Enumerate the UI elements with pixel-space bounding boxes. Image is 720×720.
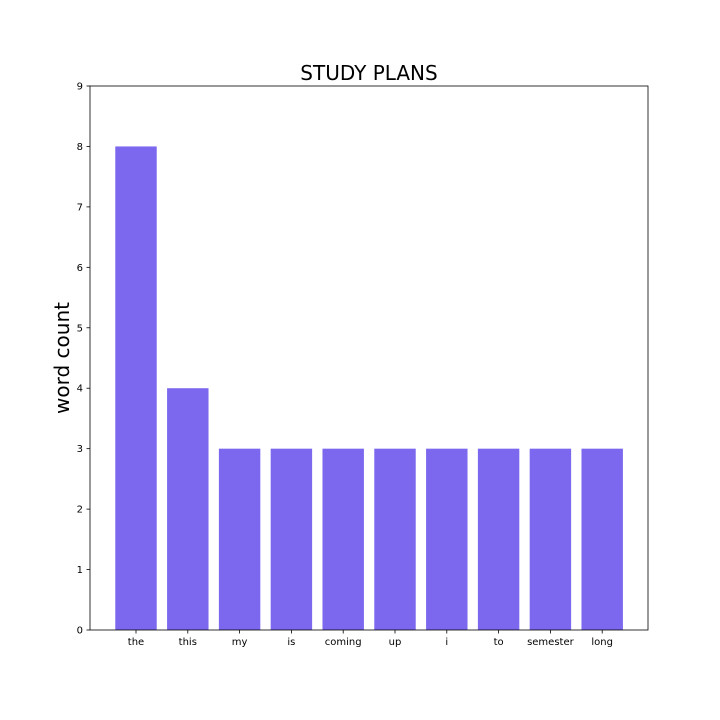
x-axis: the this my is coming up i to semester long xyxy=(128,630,613,648)
x-tick-label: my xyxy=(232,637,248,648)
x-tick-label: coming xyxy=(325,637,362,648)
y-tick-label: 6 xyxy=(77,263,83,274)
x-tick-label: up xyxy=(389,637,402,648)
y-tick-label: 8 xyxy=(77,142,83,153)
bar-semester xyxy=(529,448,572,630)
bar-the xyxy=(115,146,157,630)
bar-coming xyxy=(322,448,364,630)
x-tick-label: long xyxy=(591,637,613,648)
bar-to xyxy=(477,448,520,630)
x-tick-label: the xyxy=(128,637,144,648)
bar-this xyxy=(167,388,209,630)
y-tick-label: 4 xyxy=(77,384,83,395)
x-tick-label: i xyxy=(445,637,448,648)
x-tick-label: to xyxy=(494,637,504,648)
y-tick-label: 7 xyxy=(77,202,83,213)
plot-frame xyxy=(89,85,649,631)
bar-i xyxy=(426,448,468,630)
bar-is xyxy=(270,448,313,630)
bars-group xyxy=(115,146,623,630)
x-tick-label: semester xyxy=(527,637,575,648)
bar-long xyxy=(581,448,623,630)
y-axis: 0 1 2 3 4 5 6 7 8 9 xyxy=(77,82,90,637)
y-tick-label: 2 xyxy=(77,505,83,516)
x-tick-label: this xyxy=(179,637,197,648)
y-tick-label: 3 xyxy=(77,444,83,455)
y-axis-label: word count xyxy=(50,302,74,414)
bar-up xyxy=(374,448,416,630)
y-tick-label: 9 xyxy=(77,82,83,93)
y-tick-label: 0 xyxy=(77,626,83,637)
bar-my xyxy=(218,448,261,630)
y-tick-label: 1 xyxy=(77,565,83,576)
y-tick-label: 5 xyxy=(77,323,83,334)
chart-title: STUDY PLANS xyxy=(300,61,437,85)
x-tick-label: is xyxy=(287,637,295,648)
